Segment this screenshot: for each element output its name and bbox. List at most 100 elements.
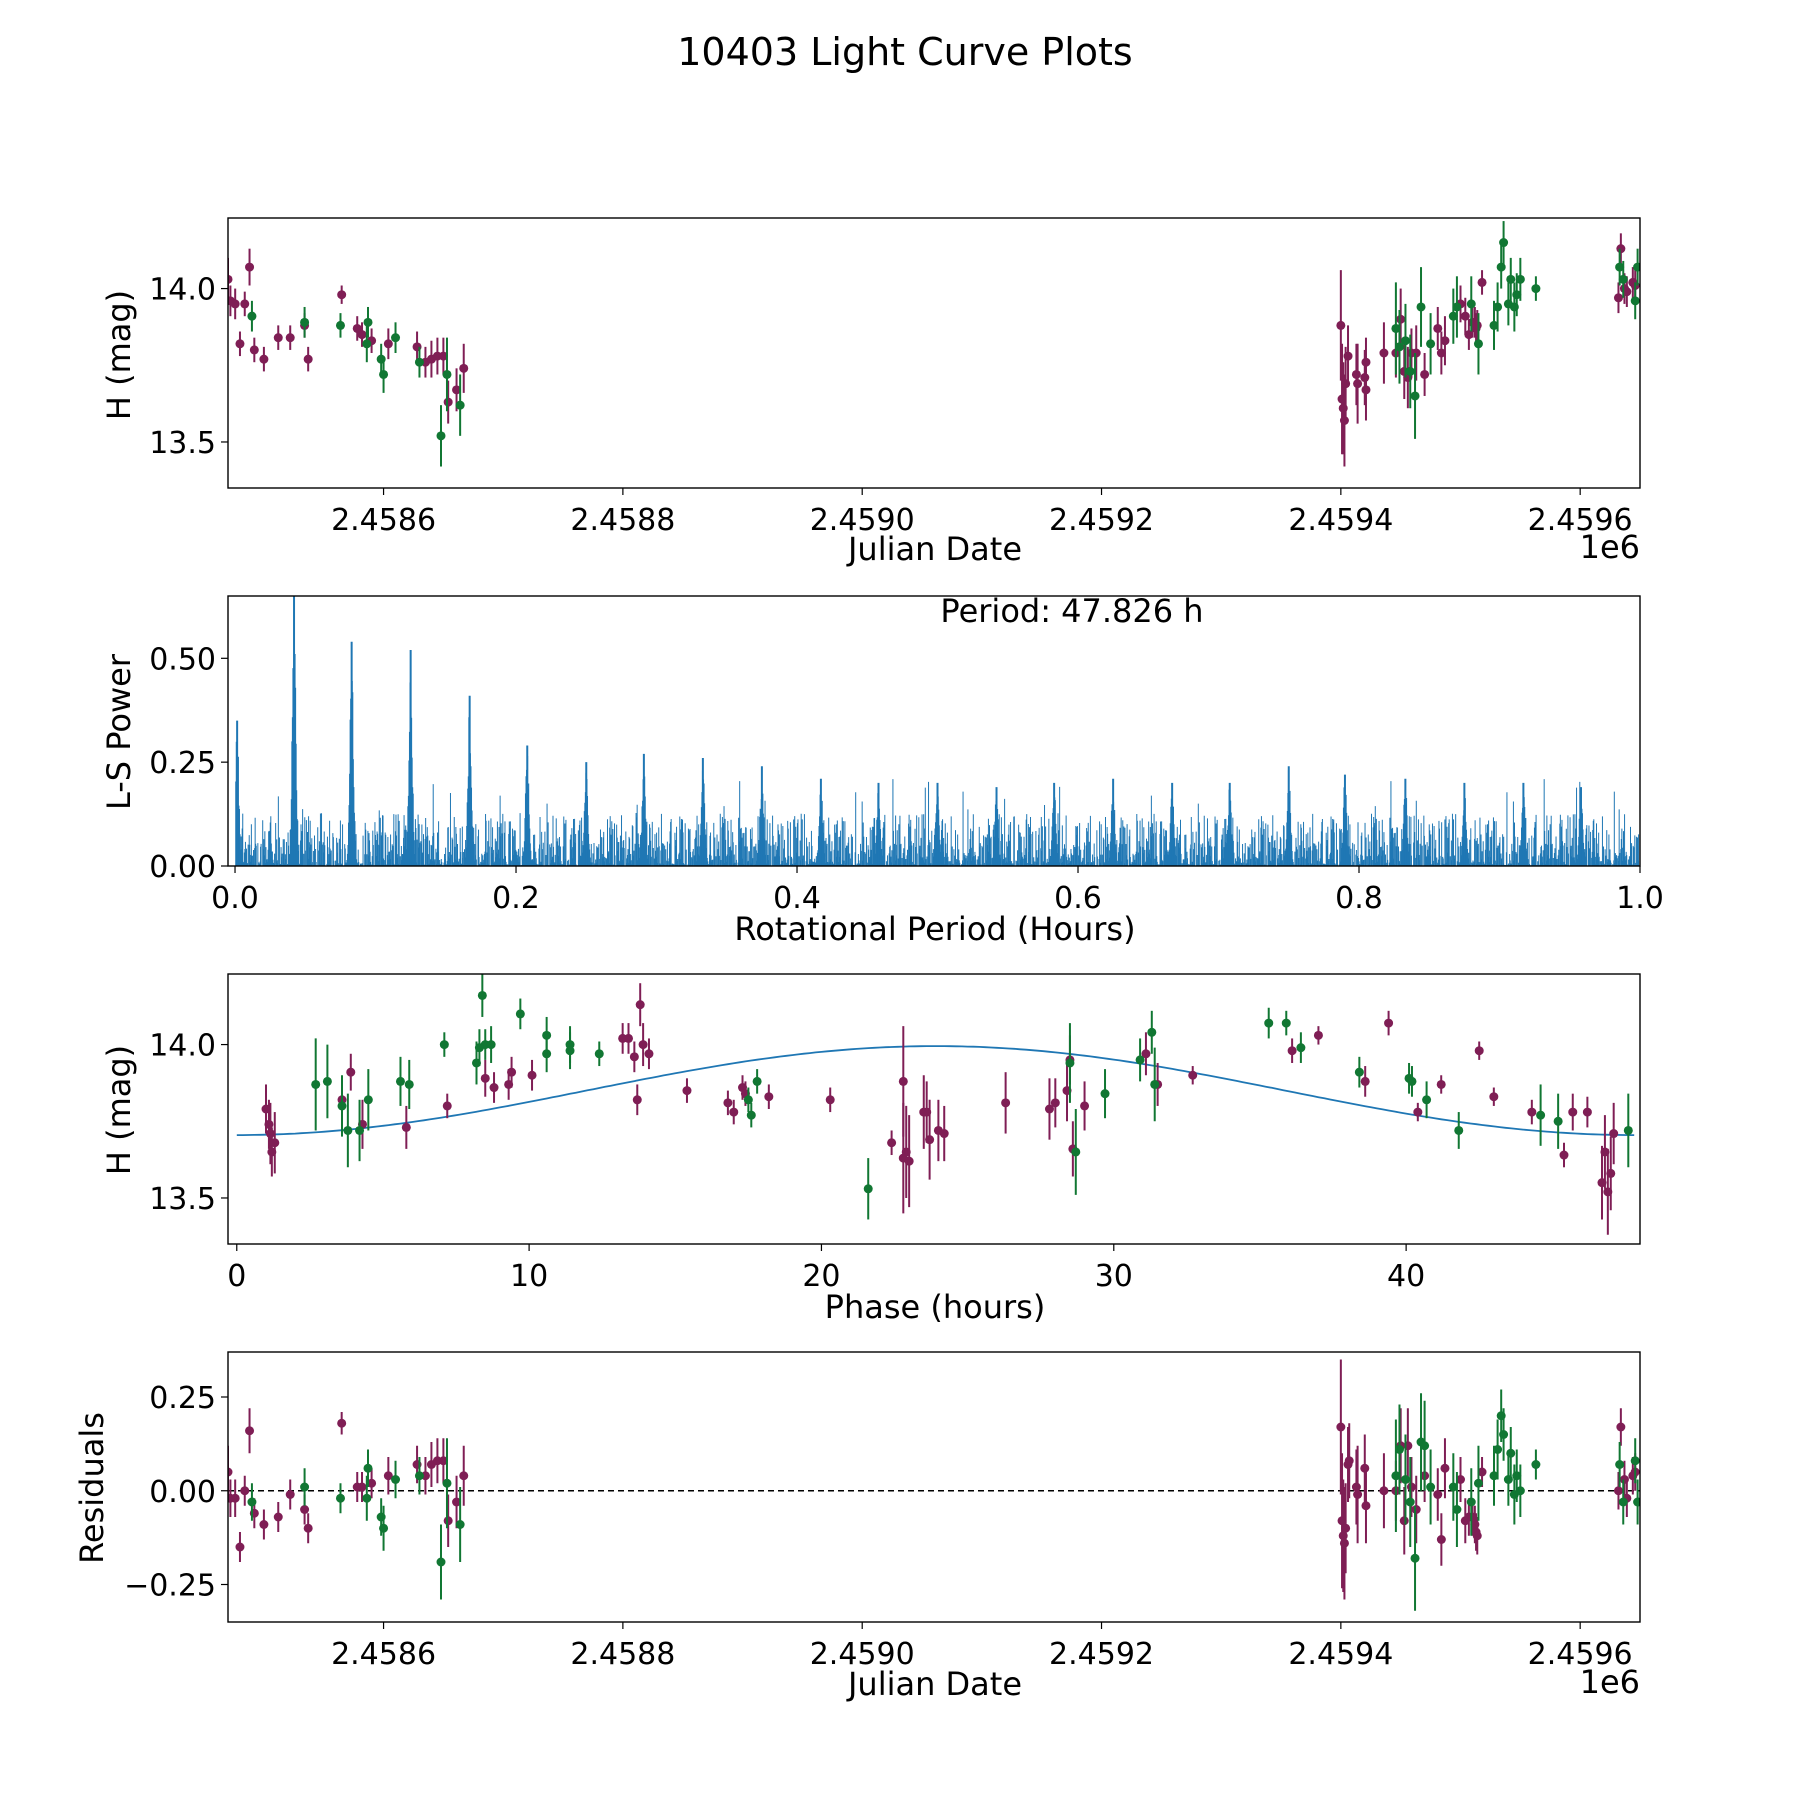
residuals-xtick-label: 2.4594 <box>1288 1637 1393 1672</box>
phased-point-filter-B <box>486 1040 496 1050</box>
phased-xlabel: Phase (hours) <box>825 1288 1046 1326</box>
lightcurve-point-filter-A <box>383 339 393 349</box>
lightcurve-point-filter-B <box>1515 274 1525 284</box>
residuals-point-filter-A <box>1616 1422 1626 1432</box>
phased-point-filter-A <box>1080 1101 1090 1111</box>
phased-point-filter-B <box>515 1009 525 1019</box>
residuals-point-filter-A <box>1613 1486 1623 1496</box>
lightcurve-xlabel: Julian Date <box>846 530 1022 568</box>
lightcurve-ytick-label: 13.5 <box>149 426 216 461</box>
lightcurve-point-filter-B <box>455 400 465 410</box>
lightcurve-point-filter-B <box>1410 391 1420 401</box>
phased-point-filter-B <box>1536 1110 1546 1120</box>
residuals-point-filter-B <box>1394 1445 1404 1454</box>
lightcurve-point-filter-A <box>285 333 295 343</box>
residuals-point-filter-B <box>1618 1497 1628 1507</box>
residuals-point-filter-A <box>303 1523 313 1533</box>
lightcurve-point-filter-B <box>1416 302 1426 312</box>
residuals-point-filter-A <box>1339 1538 1349 1548</box>
periodogram-xtick-label: 0.8 <box>1335 881 1383 916</box>
residuals-point-filter-A <box>459 1471 469 1481</box>
residuals-point-filter-B <box>414 1471 424 1481</box>
residuals-point-filter-A <box>1353 1490 1363 1499</box>
phased-point-filter-A <box>480 1073 490 1083</box>
phased-point-filter-B <box>477 990 487 1000</box>
lightcurve-point-filter-A <box>249 345 259 355</box>
lightcurve-point-filter-B <box>391 333 401 343</box>
residuals-point-filter-A <box>1440 1463 1450 1473</box>
phased-point-filter-B <box>1150 1079 1160 1089</box>
residuals-point-filter-A <box>367 1478 377 1488</box>
phased-point-filter-B <box>1553 1116 1563 1126</box>
phased-point-filter-A <box>1360 1076 1370 1086</box>
lightcurve-point-filter-B <box>436 431 446 441</box>
phased-point-filter-B <box>322 1076 332 1086</box>
residuals-point-filter-A <box>259 1520 269 1529</box>
residuals-point-filter-B <box>1615 1460 1625 1469</box>
lightcurve-point-filter-B <box>1531 284 1541 294</box>
lightcurve-point-filter-A <box>303 354 313 364</box>
lightcurve-point-filter-A <box>1361 357 1371 367</box>
periodogram-xtick-label: 0.2 <box>492 881 540 916</box>
residuals-point-filter-A <box>443 1516 453 1526</box>
residuals-point-filter-A <box>1406 1482 1416 1492</box>
periodogram-xtick-label: 0.4 <box>773 881 821 916</box>
lightcurve-point-filter-A <box>443 397 453 407</box>
phased-point-filter-A <box>1559 1150 1569 1160</box>
phased-point-filter-A <box>1527 1107 1537 1117</box>
lightcurve-point-filter-A <box>240 299 250 309</box>
lightcurve-xtick-label: 2.4596 <box>1528 503 1633 538</box>
residuals-xtick-label: 2.4586 <box>331 1637 436 1672</box>
phased-point-filter-B <box>343 1125 353 1135</box>
phased-point-filter-A <box>1474 1046 1484 1056</box>
lightcurve-xtick-label: 2.4588 <box>570 503 675 538</box>
phased-point-filter-B <box>1264 1018 1274 1028</box>
lightcurve-point-filter-A <box>245 262 255 272</box>
residuals-ytick-label: −0.25 <box>124 1569 216 1604</box>
phased-point-filter-B <box>1071 1147 1081 1157</box>
residuals-point-filter-B <box>363 1463 373 1473</box>
residuals-point-filter-B <box>442 1478 452 1488</box>
residuals-point-filter-A <box>285 1490 295 1499</box>
lightcurve-point-filter-A <box>230 299 240 309</box>
lightcurve-ylabel: H (mag) <box>100 290 138 420</box>
phased-point-filter-A <box>638 1040 648 1050</box>
residuals-point-filter-B <box>1506 1448 1516 1458</box>
phased-point-filter-B <box>355 1125 365 1135</box>
lightcurve-point-filter-B <box>1489 320 1499 330</box>
residuals-point-filter-A <box>300 1505 310 1514</box>
residuals-point-filter-B <box>1493 1445 1503 1454</box>
period-annotation: Period: 47.826 h <box>940 592 1203 630</box>
phased-point-filter-A <box>401 1122 411 1132</box>
lightcurve-point-filter-B <box>1426 339 1436 349</box>
periodogram-ytick-label: 0.00 <box>149 850 216 885</box>
lightcurve-point-filter-B <box>1615 262 1625 272</box>
residuals-xtick-label: 2.4588 <box>570 1637 675 1672</box>
lightcurve-point-filter-B <box>1400 336 1410 346</box>
residuals-point-filter-A <box>273 1512 283 1522</box>
residuals-point-filter-B <box>455 1520 465 1529</box>
lightcurve-xtick-label: 2.4592 <box>1049 503 1154 538</box>
lightcurve-point-filter-B <box>1618 274 1628 284</box>
phased-point-filter-B <box>363 1095 373 1105</box>
residuals-point-filter-B <box>335 1493 345 1503</box>
lightcurve-point-filter-A <box>1464 330 1474 340</box>
periodogram-ylabel: L-S Power <box>100 653 138 810</box>
residuals-point-filter-A <box>1433 1490 1443 1499</box>
lightcurve-point-filter-A <box>1477 277 1487 287</box>
residuals-xtick-label: 2.4596 <box>1528 1637 1633 1672</box>
phased-point-filter-A <box>1188 1070 1198 1080</box>
residuals-point-filter-B <box>300 1482 310 1492</box>
lightcurve-point-filter-B <box>247 311 257 321</box>
residuals-point-filter-B <box>1512 1471 1522 1481</box>
phased-point-filter-A <box>507 1067 517 1077</box>
residuals-point-filter-A <box>1361 1501 1371 1511</box>
lightcurve-marks <box>228 221 1640 467</box>
phased-point-filter-B <box>1296 1043 1306 1053</box>
residuals-point-filter-A <box>383 1471 393 1481</box>
lightcurve-point-filter-A <box>452 385 462 395</box>
phased-xtick-label: 40 <box>1387 1259 1425 1294</box>
lightcurve-point-filter-A <box>459 363 469 373</box>
phased-xtick-label: 20 <box>802 1259 840 1294</box>
